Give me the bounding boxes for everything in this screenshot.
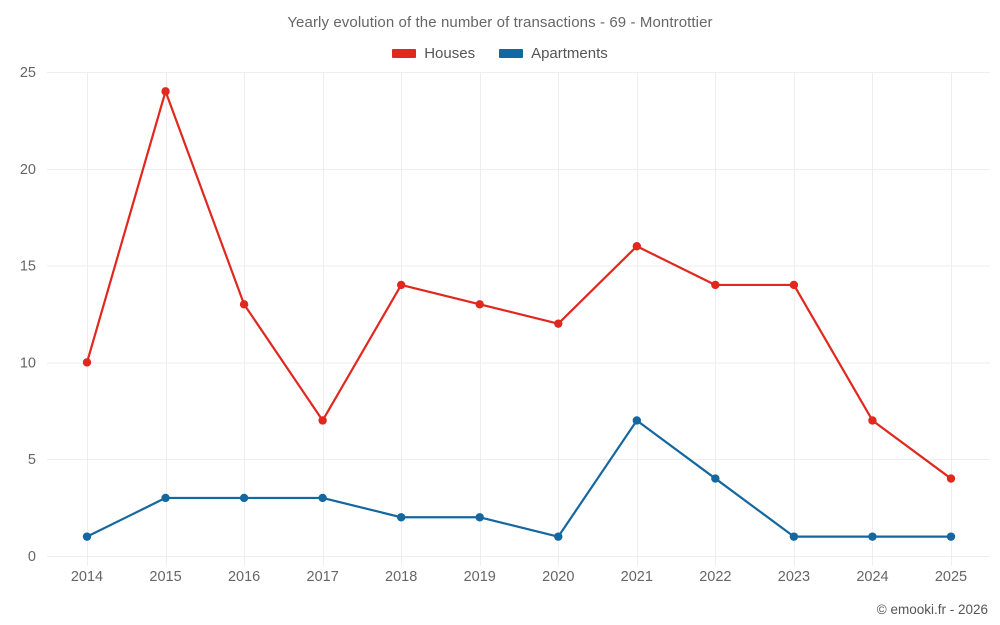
data-point-apartments-2017[interactable]: [318, 493, 327, 503]
y-tick-label: 0: [28, 549, 36, 565]
legend-item-houses[interactable]: Houses: [392, 45, 475, 62]
series-line-houses: [85, 90, 953, 480]
legend-swatch-apartments: [499, 49, 524, 58]
data-point-apartments-2016[interactable]: [239, 493, 249, 503]
data-point-apartments-2024[interactable]: [868, 532, 877, 541]
y-tick-label: 10: [20, 355, 36, 371]
y-tick-label: 5: [28, 452, 36, 468]
series-layer: [82, 87, 956, 541]
data-point-houses-2025[interactable]: [946, 474, 956, 483]
legend-label-apartments: Apartments: [531, 45, 608, 62]
data-point-houses-2015[interactable]: [161, 87, 170, 96]
data-point-apartments-2018[interactable]: [396, 513, 406, 522]
x-tick-label: 2018: [385, 569, 417, 585]
legend-swatch-houses: [392, 49, 417, 58]
data-point-apartments-2015[interactable]: [161, 493, 170, 503]
y-tick-label: 20: [20, 162, 36, 178]
data-point-apartments-2021[interactable]: [632, 416, 642, 425]
x-tick-label: 2017: [307, 569, 339, 585]
series-line-apartments: [85, 419, 953, 538]
data-point-apartments-2020[interactable]: [554, 532, 563, 541]
y-tick-label: 15: [20, 259, 36, 275]
legend-label-houses: Houses: [424, 45, 476, 62]
footer-credit: © emooki.fr - 2026: [876, 602, 988, 617]
data-point-houses-2020[interactable]: [554, 319, 563, 328]
data-point-houses-2021[interactable]: [632, 242, 642, 251]
x-tick-label: 2016: [228, 569, 260, 585]
x-axis-tick-labels: 2014 2015 2016 2017 2018 2019 2020 2021 2022 2023…: [71, 569, 967, 585]
data-point-houses-2023[interactable]: [789, 280, 799, 290]
x-tick-label: 2015: [149, 569, 181, 585]
x-tick-label: 2014: [71, 569, 103, 585]
data-point-apartments-2025[interactable]: [946, 532, 956, 541]
data-point-apartments-2019[interactable]: [475, 513, 484, 522]
grid-layer: [47, 72, 990, 566]
data-point-houses-2024[interactable]: [868, 416, 877, 425]
legend-item-apartments[interactable]: Apartments: [499, 45, 608, 62]
data-point-houses-2014[interactable]: [82, 358, 92, 367]
data-point-houses-2018[interactable]: [396, 280, 406, 290]
x-tick-label: 2025: [935, 569, 967, 585]
x-tick-label: 2023: [778, 569, 810, 585]
x-tick-label: 2024: [856, 569, 888, 585]
data-point-houses-2017[interactable]: [318, 416, 327, 425]
x-tick-label: 2020: [542, 569, 574, 585]
chart-legend: Houses Apartments: [0, 45, 1000, 62]
data-point-apartments-2023[interactable]: [789, 532, 799, 541]
x-tick-label: 2019: [464, 569, 496, 585]
data-point-houses-2022[interactable]: [711, 280, 720, 290]
x-tick-label: 2022: [699, 569, 731, 585]
x-tick-label: 2021: [621, 569, 653, 585]
data-point-apartments-2014[interactable]: [82, 532, 92, 541]
data-point-houses-2016[interactable]: [239, 300, 249, 309]
y-tick-label: 25: [20, 65, 36, 81]
data-point-houses-2019[interactable]: [475, 300, 484, 309]
chart-title: Yearly evolution of the number of transa…: [287, 14, 713, 31]
data-point-apartments-2022[interactable]: [711, 474, 720, 483]
y-axis-tick-labels: 0 5 10 15 20 25: [20, 65, 36, 565]
